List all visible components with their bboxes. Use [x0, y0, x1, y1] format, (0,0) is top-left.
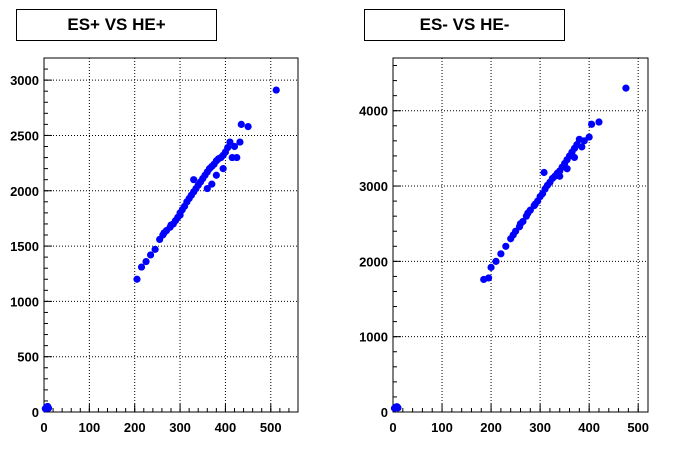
data-point [224, 144, 232, 152]
data-point [208, 180, 216, 188]
data-point [622, 84, 630, 92]
data-point [146, 251, 155, 259]
data-point [167, 221, 175, 229]
data-point [392, 403, 400, 411]
data-point [160, 229, 168, 237]
data-point [502, 242, 510, 250]
data-point [588, 120, 596, 128]
data-point [509, 231, 517, 239]
data-point [485, 274, 493, 282]
y-tick-label: 1000 [359, 330, 388, 345]
y-tick-label: 3000 [359, 179, 388, 194]
x-tick-label: 500 [627, 420, 649, 435]
data-point [556, 172, 564, 180]
x-tick-label: 0 [389, 420, 396, 435]
data-point [137, 263, 146, 271]
data-point [190, 176, 198, 184]
data-point [272, 86, 280, 94]
chart-title-left: ES+ VS HE+ [16, 9, 217, 41]
y-tick-label: 2500 [10, 128, 39, 143]
x-tick-label: 100 [79, 420, 101, 435]
y-tick-label: 0 [32, 405, 39, 420]
data-point [151, 245, 159, 253]
x-tick-label: 400 [578, 420, 600, 435]
data-point [563, 165, 571, 173]
data-point [219, 165, 227, 173]
y-tick-label: 4000 [359, 104, 388, 119]
data-point [230, 142, 239, 151]
data-point [133, 275, 141, 283]
x-tick-label: 200 [480, 420, 502, 435]
data-point [524, 209, 532, 217]
data-point [531, 200, 539, 208]
data-point [492, 257, 500, 265]
data-point [228, 153, 236, 162]
chart-title-right: ES- VS HE- [364, 9, 565, 41]
data-point [578, 143, 586, 151]
data-point [237, 120, 245, 128]
plot-frame [43, 57, 299, 413]
data-point [585, 133, 593, 141]
y-tick-label: 1500 [10, 239, 39, 254]
y-tick-label: 0 [381, 405, 388, 420]
x-tick-label: 300 [529, 420, 551, 435]
y-tick-label: 500 [17, 350, 39, 365]
data-point [203, 184, 211, 193]
data-point [570, 153, 579, 162]
x-tick-label: 0 [40, 420, 47, 435]
x-tick-label: 100 [431, 420, 453, 435]
data-point [212, 171, 220, 179]
x-tick-label: 300 [169, 420, 191, 435]
y-tick-label: 2000 [359, 254, 388, 269]
data-point [516, 220, 525, 228]
plot-0: 0 100 200 300 400 500 0 500 1000 1500 2000 2500 3000 [10, 57, 299, 435]
data-point [244, 122, 252, 131]
x-tick-label: 500 [260, 420, 282, 435]
x-tick-label: 400 [215, 420, 237, 435]
y-tick-label: 2000 [10, 184, 39, 199]
data-point [43, 403, 51, 411]
data-point [487, 263, 495, 271]
x-tick-label: 200 [124, 420, 146, 435]
data-point [176, 211, 184, 219]
plot-1: 0 100 200 300 400 500 0 1000 2000 3000 4000 [359, 57, 649, 435]
data-point [226, 138, 234, 146]
y-tick-label: 3000 [10, 73, 39, 88]
data-point [595, 118, 603, 126]
data-point [142, 257, 150, 266]
y-tick-label: 1000 [10, 294, 39, 309]
data-point [497, 250, 505, 258]
data-point [580, 137, 588, 145]
data-point [236, 138, 244, 146]
data-point [540, 168, 548, 177]
